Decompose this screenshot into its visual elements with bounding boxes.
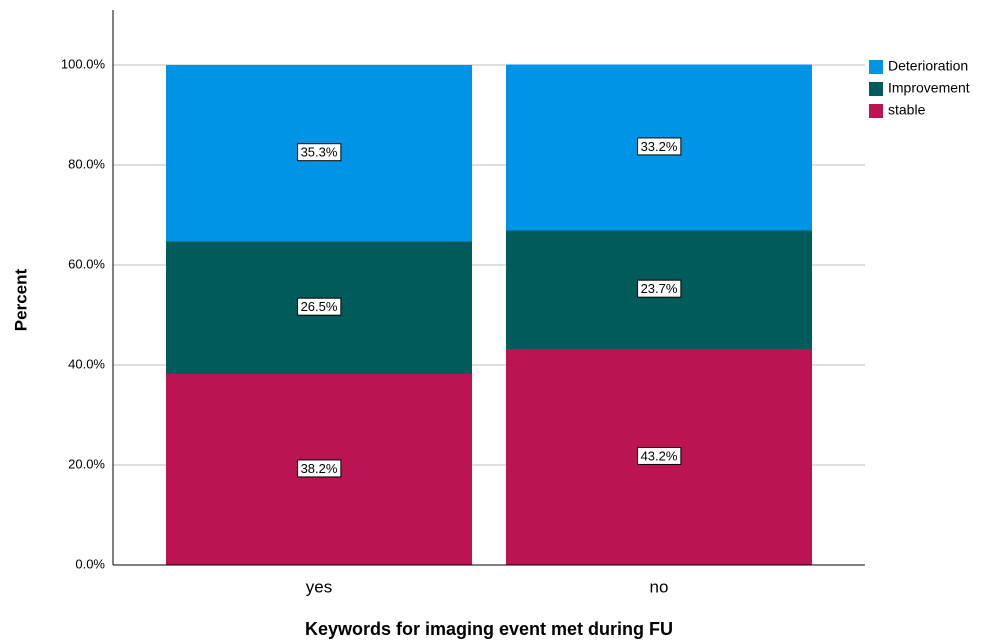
y-axis-title: Percent xyxy=(11,268,30,331)
y-tick-label: 100.0% xyxy=(61,56,106,71)
data-label: 26.5% xyxy=(301,299,338,314)
data-label-box xyxy=(637,446,682,465)
data-label: 33.2% xyxy=(641,139,678,154)
data-label: 43.2% xyxy=(641,448,678,463)
legend-label: stable xyxy=(888,102,926,118)
x-tick-label: yes xyxy=(306,577,332,596)
y-tick-label: 0.0% xyxy=(75,556,105,571)
data-label-box xyxy=(297,459,342,478)
data-label-box xyxy=(637,137,682,156)
data-label: 23.7% xyxy=(641,281,678,296)
data-label-box xyxy=(297,297,342,316)
y-tick-label: 80.0% xyxy=(68,156,105,171)
x-axis-title: Keywords for imaging event met during FU xyxy=(305,619,673,639)
y-tick-label: 40.0% xyxy=(68,356,105,371)
y-tick-label: 20.0% xyxy=(68,456,105,471)
legend-swatch xyxy=(869,60,883,74)
legend-label: Improvement xyxy=(888,80,970,96)
legend-swatch xyxy=(869,82,883,96)
data-label: 35.3% xyxy=(301,145,338,160)
x-tick-label: no xyxy=(650,577,669,596)
data-label-box xyxy=(637,279,682,298)
data-label-box xyxy=(297,143,342,162)
legend-swatch xyxy=(869,104,883,118)
y-tick-label: 60.0% xyxy=(68,256,105,271)
legend-label: Deterioration xyxy=(888,58,968,74)
data-label: 38.2% xyxy=(301,461,338,476)
